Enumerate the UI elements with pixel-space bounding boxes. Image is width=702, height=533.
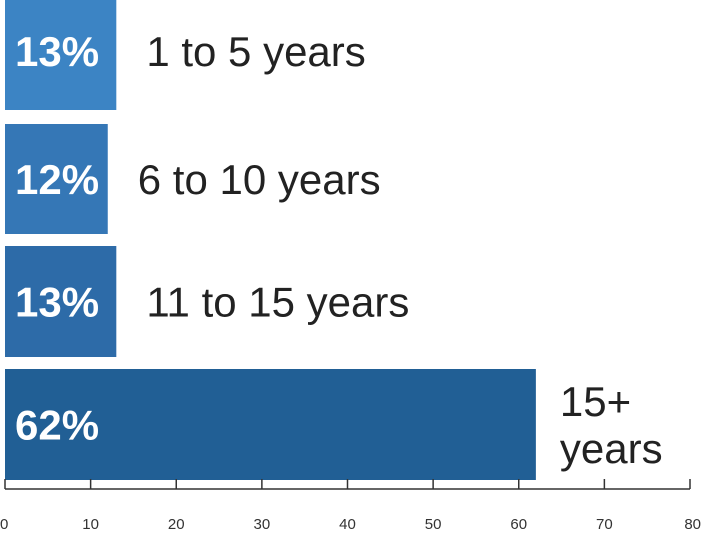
category-label-line: 15+ (560, 378, 631, 425)
bar-value-label: 62% (15, 402, 99, 449)
bar-3 (5, 246, 117, 357)
x-tick-label: 40 (339, 516, 356, 533)
x-tick-label: 70 (596, 516, 613, 533)
category-label: 6 to 10 years (138, 156, 381, 203)
bars-group: 13% 1 to 5 years 12% 6 to 10 years 13% 11 to … (5, 0, 663, 480)
bar-2 (5, 124, 108, 234)
x-axis: 0 10 20 30 40 50 60 70 80 (0, 479, 701, 533)
x-tick-label: 80 (684, 516, 701, 533)
x-tick-label: 20 (168, 516, 185, 533)
bar-1 (5, 0, 117, 110)
bar-4 (5, 369, 536, 480)
bar-value-label: 13% (15, 28, 99, 75)
bar-value-label: 12% (15, 156, 99, 203)
bar-value-label: 13% (15, 279, 99, 326)
category-label: 11 to 15 years (146, 279, 409, 326)
x-tick-label: 10 (82, 516, 99, 533)
category-label: 1 to 5 years (146, 28, 365, 75)
x-tick-label: 50 (425, 516, 442, 533)
category-label-line: years (560, 425, 663, 472)
x-tick-label: 30 (254, 516, 271, 533)
x-tick-label: 0 (0, 516, 8, 533)
x-tick-label: 60 (510, 516, 527, 533)
